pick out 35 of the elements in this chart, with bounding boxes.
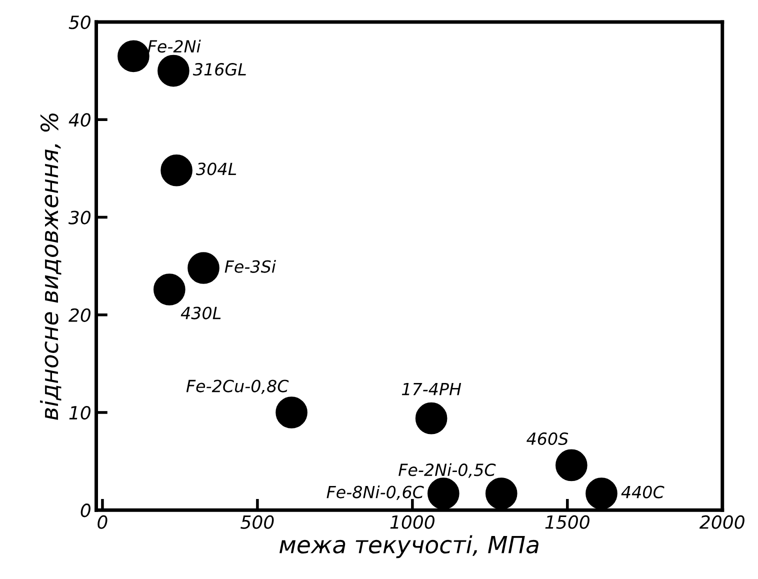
x-tick-label: 500 [240,515,274,529]
annotation: Fe-3Si [224,260,276,273]
x-tick-label: 2000 [699,515,744,529]
x-tick-label: 1000 [390,515,434,529]
point [154,274,186,306]
point [188,252,220,284]
point [415,402,448,434]
point [158,54,190,87]
y-axis-title: відносне видовження, % [40,114,62,420]
annotation: 460S [526,432,568,446]
y-tick-label: 0 [80,504,90,518]
x-tick-label: 0 [98,515,108,529]
annotation: Fe-2Ni [148,40,201,53]
point [586,478,618,510]
point [118,40,150,72]
annotation: 304L [196,162,236,176]
y-tick-label: 10 [69,406,90,420]
annotation: Fe-8Ni-0,6C [326,485,424,500]
y-tick-label: 20 [68,308,90,322]
annotation: 430L [180,306,221,320]
annotation: Fe-2Cu-0,8C [186,380,289,394]
point [428,478,460,510]
point [556,449,588,482]
y-tick-label: 30 [68,210,90,224]
annotation: Fe-2Ni-0,5C [398,463,496,478]
y-tick-label: 40 [68,113,90,127]
annotation: 440C [621,486,664,498]
x-tick-label: 1500 [545,515,590,529]
y-tick-label: 50 [68,15,90,30]
point [485,478,518,510]
point [160,154,192,186]
annotation: 17-4PH [402,383,462,396]
point [276,396,308,428]
x-axis-title: межа текучості, МПа [280,535,538,558]
annotation: 316GL [192,63,246,76]
